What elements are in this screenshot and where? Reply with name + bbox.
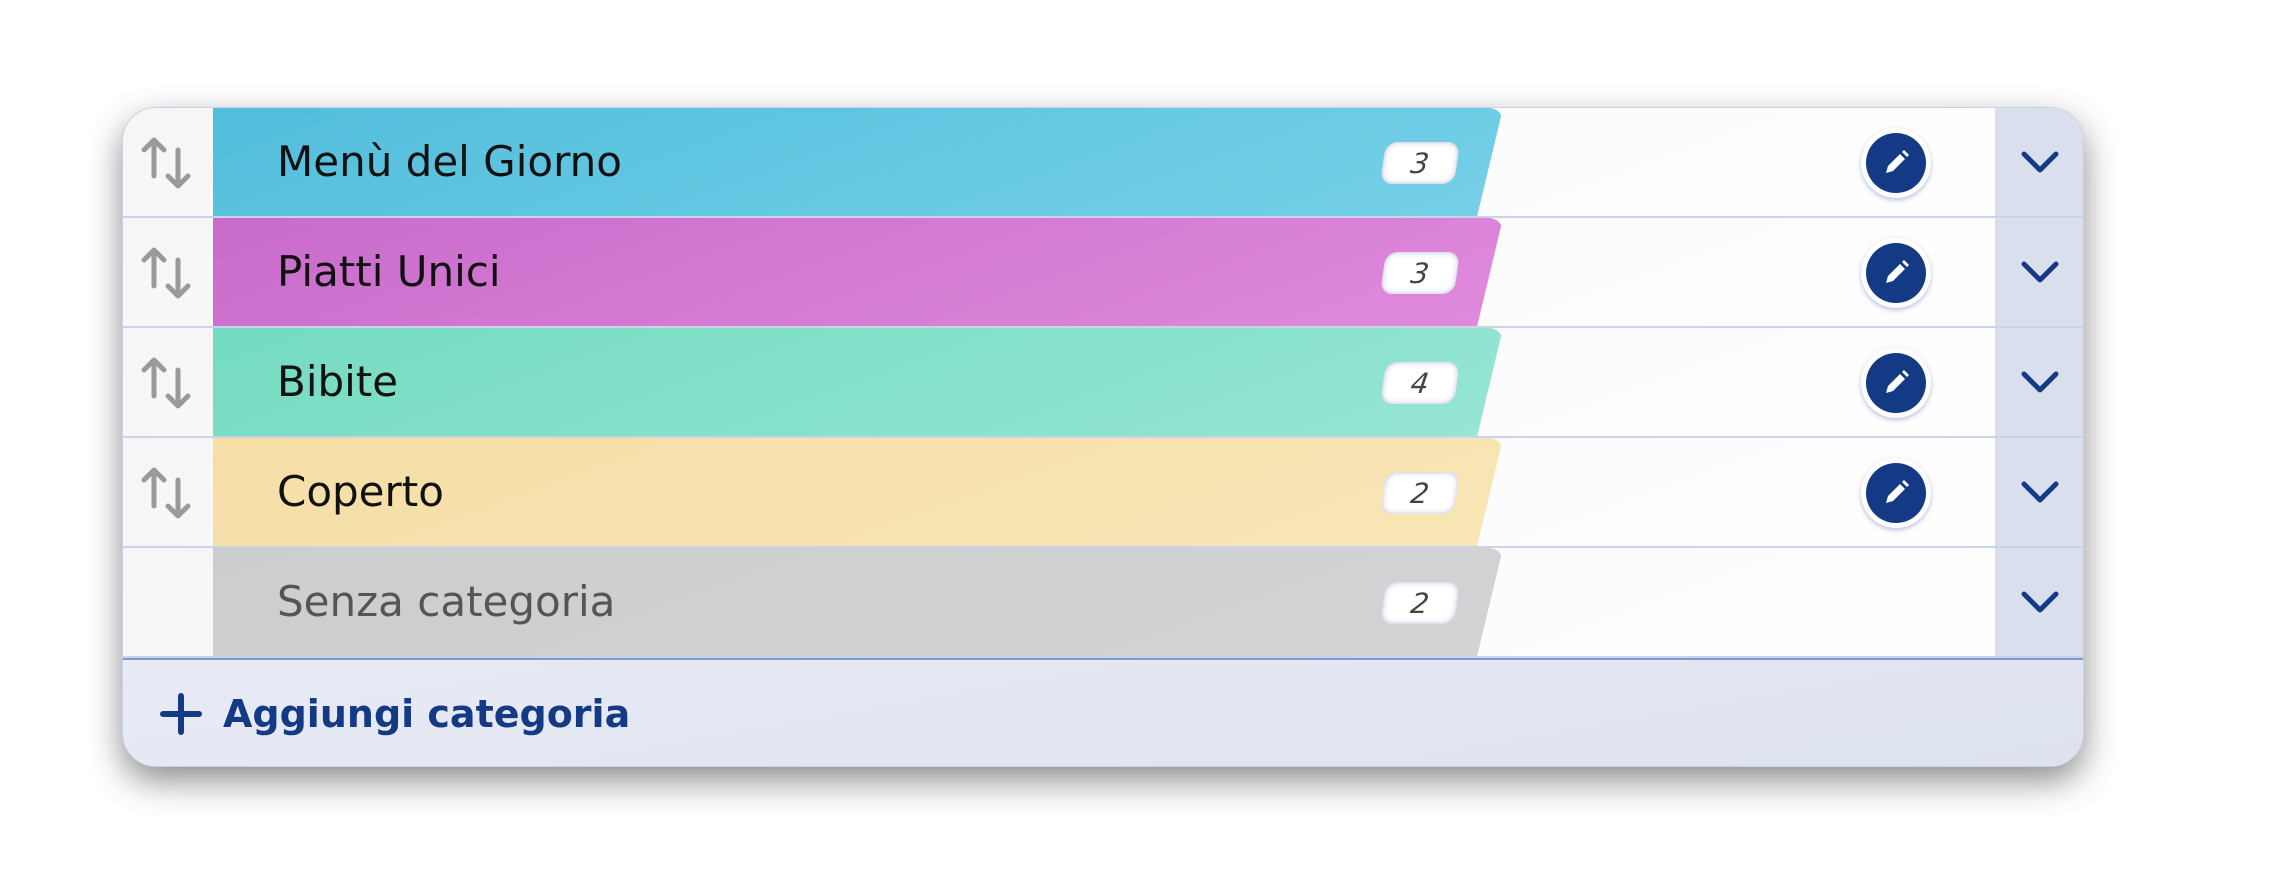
category-row: Bibite 4 (123, 328, 2083, 438)
edit-category-button[interactable] (1861, 128, 1931, 198)
sort-arrows-icon (141, 247, 191, 299)
drag-handle[interactable] (123, 218, 213, 326)
category-name: Coperto (277, 467, 444, 516)
drag-handle[interactable] (123, 108, 213, 216)
item-count-badge: 2 (1380, 472, 1460, 514)
drag-handle[interactable] (123, 438, 213, 546)
pencil-icon (1886, 150, 1909, 173)
pencil-icon (1886, 480, 1909, 503)
chevron-down-icon (2021, 261, 2059, 283)
expand-category-button[interactable] (1995, 548, 2083, 656)
chevron-down-icon (2021, 151, 2059, 173)
item-count-badge: 3 (1380, 252, 1460, 294)
sort-arrows-icon (141, 467, 191, 519)
category-name: Senza categoria (277, 577, 616, 626)
category-row: Coperto 2 (123, 438, 2083, 548)
category-name: Piatti Unici (277, 247, 501, 296)
item-count-badge: 2 (1380, 582, 1460, 624)
expand-category-button[interactable] (1995, 328, 2083, 436)
expand-category-button[interactable] (1995, 218, 2083, 326)
edit-category-button[interactable] (1861, 348, 1931, 418)
category-tag[interactable] (213, 438, 1503, 546)
add-category-button[interactable]: Aggiungi categoria (123, 658, 2083, 766)
expand-category-button[interactable] (1995, 438, 2083, 546)
item-count-badge: 4 (1380, 362, 1460, 404)
edit-category-button[interactable] (1861, 238, 1931, 308)
sort-arrows-icon (141, 357, 191, 409)
pencil-icon (1886, 260, 1909, 283)
chevron-down-icon (2021, 371, 2059, 393)
category-row: Piatti Unici 3 (123, 218, 2083, 328)
add-category-label: Aggiungi categoria (223, 692, 631, 736)
chevron-down-icon (2021, 591, 2059, 613)
chevron-down-icon (2021, 481, 2059, 503)
category-row: Menù del Giorno 3 (123, 108, 2083, 218)
expand-category-button[interactable] (1995, 108, 2083, 216)
category-tag[interactable] (213, 218, 1503, 326)
item-count-badge: 3 (1380, 142, 1460, 184)
pencil-icon (1886, 370, 1909, 393)
category-name: Menù del Giorno (277, 137, 622, 186)
category-tag[interactable] (213, 328, 1503, 436)
category-tag[interactable] (213, 548, 1503, 656)
plus-icon (160, 693, 202, 735)
edit-category-button[interactable] (1861, 458, 1931, 528)
sort-arrows-icon (141, 137, 191, 189)
drag-handle[interactable] (123, 328, 213, 436)
category-row: Senza categoria 2 (123, 548, 2083, 658)
category-name: Bibite (277, 357, 399, 406)
drag-handle (123, 548, 213, 656)
category-list: Senza categoria 2 Coperto 2 Bibite 4 Piatti Un… (122, 107, 2084, 767)
category-tag[interactable] (213, 108, 1503, 216)
